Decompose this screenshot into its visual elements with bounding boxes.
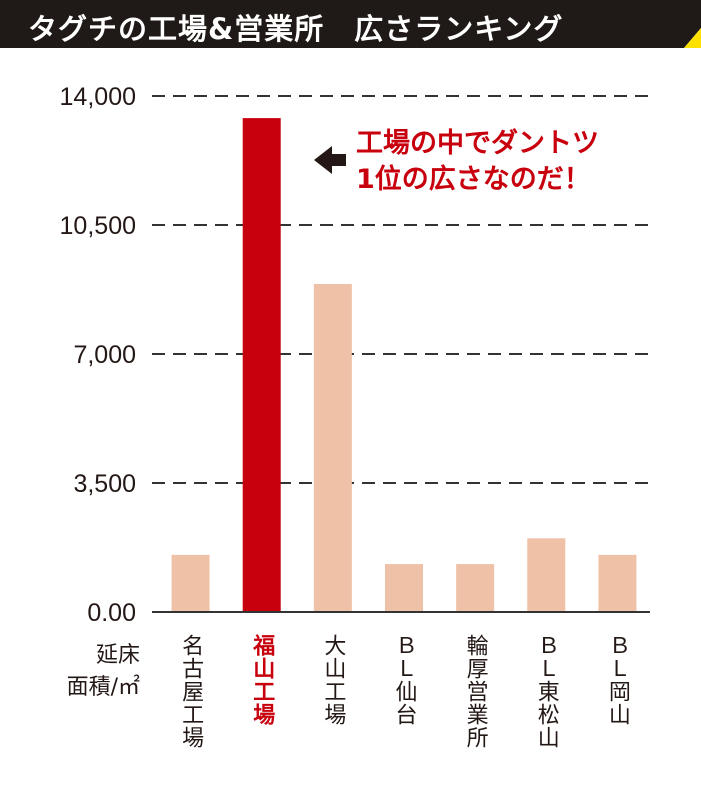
bar [385,564,423,612]
category-label: 名古屋工場 [178,634,204,749]
bar [242,118,281,612]
category-label: 輪厚営業所 [463,634,489,749]
bar [527,538,566,612]
annotation-arrow [314,146,346,174]
title-accent-stripe [684,28,701,48]
bar [313,283,352,612]
title-bg-shape [0,0,701,48]
category-label: 大山工場 [320,634,346,726]
category-label: ＢＬ岡山 [605,634,630,726]
y-axis-label: 面積/㎡ [67,674,140,700]
bar [171,554,210,612]
title-bar: タグチの工場&営業所 広さランキング [0,0,701,48]
category-label: ＢＬ東松山 [534,634,560,749]
chart-title: タグチの工場&営業所 広さランキング [28,12,564,46]
annotation-text: 1位の広さなのだ！ [356,163,591,195]
y-tick-label: 10,500 [60,212,136,240]
bar [456,564,495,612]
y-tick-label: 14,000 [60,83,136,111]
y-tick-label: 0.00 [87,599,136,627]
category-label: 福山工場 [249,634,276,726]
title-background [0,0,701,48]
category-label: ＢＬ仙台 [392,634,418,726]
y-axis-label: 延床 [96,643,140,668]
y-tick-label: 7,000 [73,341,136,369]
bar [598,554,637,612]
y-tick-label: 3,500 [73,470,136,498]
annotation-text: 工場の中でダントツ [356,127,599,159]
